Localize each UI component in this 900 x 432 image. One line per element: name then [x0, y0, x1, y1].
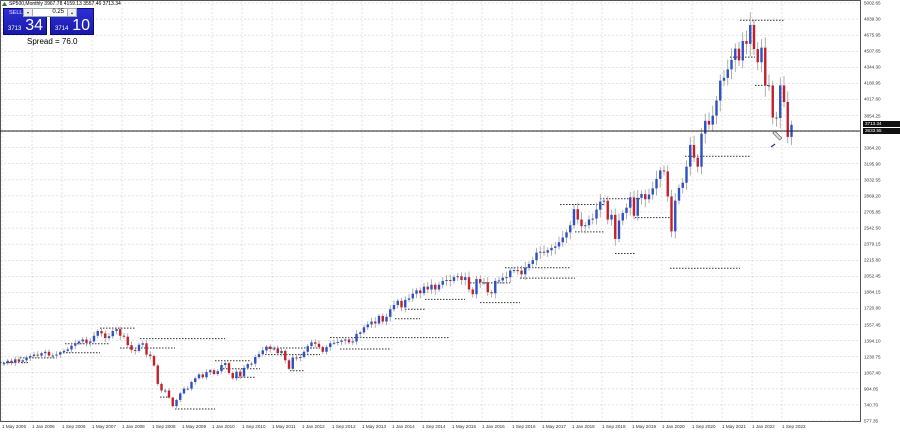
time-tick-label: 1 Sep 2020 [692, 424, 716, 429]
price-tick-label: 3195.90 [864, 161, 881, 167]
lot-decrease-icon[interactable]: ▾ [24, 9, 33, 16]
time-tick-label: 1 May 2005 [2, 424, 27, 429]
price-tick-label: 2379.15 [864, 241, 881, 247]
time-tick-label: 1 Jan 2018 [572, 424, 595, 429]
time-tick-label: 1 Jan 2006 [32, 424, 55, 429]
price-tick-label: 1884.15 [864, 289, 881, 295]
time-tick-label: 1 Sep 2016 [512, 424, 536, 429]
sell-label: SELL [9, 10, 23, 16]
time-tick-label: 1 Sep 2014 [422, 424, 446, 429]
price-tick-label: 1394.10 [864, 338, 881, 344]
bid-price-tag: 3713.34 [863, 121, 900, 127]
buy-price-small: 3714 [55, 26, 69, 32]
time-tick-label: 1 May 2019 [632, 424, 657, 429]
time-tick-label: 1 Jan 2020 [662, 424, 685, 429]
time-tick-label: 1 Jan 2014 [392, 424, 415, 429]
price-tick-label: 4675.95 [864, 32, 881, 38]
time-tick-label: 1 May 2011 [272, 424, 296, 429]
time-tick-label: 1 Sep 2012 [332, 424, 356, 429]
time-tick-label: 1 Sep 2008 [152, 424, 176, 429]
time-tick-label: 1 Jan 2022 [752, 424, 775, 429]
buy-price-big: 10 [72, 17, 90, 34]
price-tick-label: 1230.75 [864, 354, 881, 360]
lot-increase-icon[interactable]: ▴ [67, 9, 76, 16]
price-tick-label: 3854.25 [864, 113, 881, 119]
price-tick-label: 577.35 [864, 418, 879, 424]
price-tick-label: 4017.60 [864, 96, 881, 102]
time-tick-label: 1 Sep 2018 [602, 424, 626, 429]
time-tick-label: 1 May 2013 [362, 424, 387, 429]
time-tick-label: 1 May 2009 [182, 424, 207, 429]
time-tick-label: 1 Jan 2012 [302, 424, 325, 429]
chart-symbol-icon [2, 2, 7, 6]
price-tick-label: 2052.45 [864, 273, 881, 279]
time-tick-label: 1 Jan 2016 [482, 424, 505, 429]
lot-size-stepper[interactable]: ▾ 0.25 ▴ [23, 8, 77, 17]
price-tick-label: 1720.80 [864, 305, 881, 311]
sell-price-small: 3713 [8, 26, 22, 32]
price-tick-label: 4507.65 [864, 48, 881, 54]
spread-label: Spread = 76.0 [27, 37, 78, 46]
price-tick-label: 5002.65 [864, 0, 881, 6]
horizontal-line-price-tag: 3633.55 [863, 128, 900, 134]
price-tick-label: 2705.85 [864, 209, 881, 215]
price-tick-label: 904.05 [864, 386, 879, 392]
price-tick-label: 4839.30 [864, 16, 881, 22]
time-tick-label: 1 May 2017 [542, 424, 567, 429]
price-tick-label: 4180.95 [864, 80, 881, 86]
time-tick-label: 1 Jan 2010 [212, 424, 235, 429]
price-tick-label: 2869.20 [864, 193, 881, 199]
price-tick-label: 740.70 [864, 402, 879, 408]
price-tick-label: 3032.55 [864, 177, 881, 183]
time-tick-label: 1 May 2007 [92, 424, 117, 429]
price-tick-label: 3364.20 [864, 145, 881, 151]
lot-size-value[interactable]: 0.25 [52, 9, 64, 15]
time-tick-label: 1 Jan 2008 [122, 424, 145, 429]
time-tick-label: 1 Sep 2022 [782, 424, 806, 429]
price-tick-label: 1067.40 [864, 370, 881, 376]
one-click-trading-panel: SELL 3713 34 BUY 3714 10 ▾ 0.25 ▴ [3, 8, 95, 35]
price-tick-label: 4344.30 [864, 64, 881, 70]
chart-title: SP500,Monthly 3967.78 4159.13 3557.46 37… [9, 1, 121, 7]
time-tick-label: 1 Sep 2010 [242, 424, 266, 429]
price-tick-label: 2215.80 [864, 257, 881, 263]
price-tick-label: 1557.45 [864, 322, 881, 328]
price-tick-label: 2542.50 [864, 225, 881, 231]
pencil-cursor-icon [770, 130, 783, 148]
time-tick-label: 1 May 2021 [722, 424, 747, 429]
time-tick-label: 1 May 2015 [452, 424, 477, 429]
sell-price-big: 34 [25, 17, 43, 34]
time-tick-label: 1 Sep 2006 [62, 424, 86, 429]
